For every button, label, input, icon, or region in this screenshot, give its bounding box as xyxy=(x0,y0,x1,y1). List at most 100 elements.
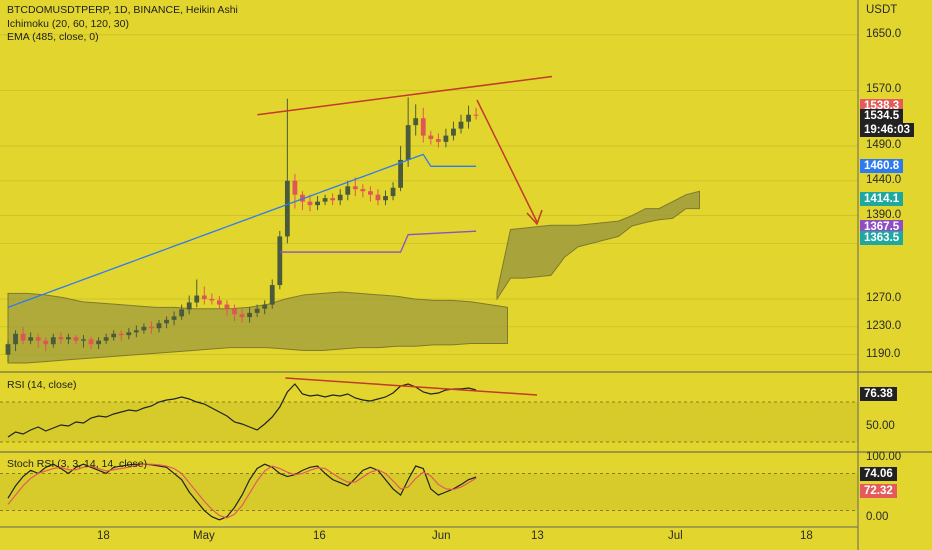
rsi-legend[interactable]: RSI (14, close) xyxy=(7,379,77,391)
bearish-arrow-shaft xyxy=(476,99,538,223)
candle-body xyxy=(428,135,434,140)
price-badge: 1363.5 xyxy=(860,230,904,245)
candle-body xyxy=(307,201,313,206)
candle-body xyxy=(133,330,139,333)
candle-body xyxy=(458,121,464,129)
price-tick: 1440.0 xyxy=(866,173,902,186)
rsi-value-badge: 76.38 xyxy=(860,387,897,401)
candle-body xyxy=(466,114,471,122)
candle-body xyxy=(164,319,169,324)
price-tick: 1230.0 xyxy=(866,319,902,332)
candle-body xyxy=(405,125,411,160)
stoch-d-line xyxy=(7,463,477,519)
candle-body xyxy=(50,337,56,345)
candle-body xyxy=(13,333,18,345)
bearish-arrow-head xyxy=(526,209,543,226)
stoch-d-badge: 72.32 xyxy=(860,484,897,498)
price-tick: 1570.0 xyxy=(866,83,902,96)
candle-body xyxy=(435,139,441,142)
candle-body xyxy=(5,344,11,355)
time-tick: Jul xyxy=(668,530,683,542)
candle-body xyxy=(254,308,260,313)
candle-body xyxy=(88,339,94,345)
stoch-tick-0: 0.00 xyxy=(866,511,889,523)
indicator-lines xyxy=(7,153,477,308)
candle-body xyxy=(43,340,49,345)
annotations xyxy=(257,75,553,226)
candle-body xyxy=(73,337,79,341)
time-tick: May xyxy=(193,530,215,542)
price-axis-unit: USDT xyxy=(866,4,898,16)
price-tick: 1190.0 xyxy=(866,347,901,360)
candle-body xyxy=(217,300,222,305)
candle-body xyxy=(277,236,283,286)
candle-body xyxy=(262,304,268,309)
candle-body xyxy=(368,191,373,195)
candle-body xyxy=(118,333,124,336)
candle-body xyxy=(269,285,275,305)
candle-body xyxy=(58,337,64,340)
symbol-legend[interactable]: BTCDOMUSDTPERP, 1D, BINANCE, Heikin Ashi xyxy=(7,4,238,16)
candle-body xyxy=(284,180,290,237)
candle-body xyxy=(390,187,396,197)
candle-body xyxy=(224,304,230,309)
candle-body xyxy=(28,337,34,341)
rsi-tick-50: 50.00 xyxy=(866,420,895,432)
candle-body xyxy=(330,198,336,201)
rsi-line xyxy=(7,383,477,438)
price-tick: 1650.0 xyxy=(866,27,902,40)
price-badge: 19:46:03 xyxy=(860,123,915,138)
price-tick: 1490.0 xyxy=(866,139,902,152)
ema-legend[interactable]: EMA (485, close, 0) xyxy=(7,31,99,43)
time-tick: 18 xyxy=(97,530,110,542)
candle-body xyxy=(81,339,86,341)
candle-body xyxy=(194,295,200,303)
candle-body xyxy=(345,186,351,195)
cloud-area xyxy=(7,291,508,364)
candle-body xyxy=(141,326,147,331)
kijun-line xyxy=(279,230,477,253)
candle-body xyxy=(398,159,403,188)
candle-body xyxy=(20,333,26,341)
candle-body xyxy=(322,198,328,202)
time-tick: 13 xyxy=(531,530,544,542)
candle-body xyxy=(232,308,237,315)
candle-body xyxy=(126,332,132,336)
candle-body xyxy=(186,302,192,310)
candle-body xyxy=(420,118,426,136)
stoch-band xyxy=(0,473,858,511)
price-badge: 1414.1 xyxy=(860,191,904,206)
candle-body xyxy=(179,309,185,317)
candle-body xyxy=(443,135,449,142)
ichimoku-cloud xyxy=(7,190,700,364)
time-tick: 18 xyxy=(800,530,813,542)
candle-body xyxy=(451,128,456,136)
rsi-band xyxy=(0,402,858,442)
candles xyxy=(5,97,479,362)
time-tick: Jun xyxy=(432,530,451,542)
rsi-divergence-line xyxy=(285,377,538,396)
candle-body xyxy=(239,314,245,318)
price-badge: 1367.5 xyxy=(860,220,904,235)
stoch-legend[interactable]: Stoch RSI (3, 3, 14, 14, close) xyxy=(7,458,148,470)
stoch-k-badge: 74.06 xyxy=(860,467,897,481)
candle-body xyxy=(171,316,177,320)
candle-body xyxy=(149,326,154,329)
stoch-tick-100: 100.00 xyxy=(866,451,902,463)
candle-body xyxy=(337,194,343,201)
candle-body xyxy=(352,186,358,190)
tenkan-line xyxy=(7,153,477,308)
candle-body xyxy=(292,180,298,195)
candle-body xyxy=(315,201,320,206)
ichimoku-legend[interactable]: Ichimoku (20, 60, 120, 30) xyxy=(7,18,129,30)
price-tick: 1390.0 xyxy=(866,208,902,221)
candle-body xyxy=(247,312,252,318)
time-tick: 16 xyxy=(313,530,326,542)
price-trendline xyxy=(257,75,553,116)
candle-body xyxy=(473,114,479,116)
candle-body xyxy=(66,337,71,340)
stoch-k-line xyxy=(7,463,477,521)
stoch-rsi-pane xyxy=(0,463,858,521)
